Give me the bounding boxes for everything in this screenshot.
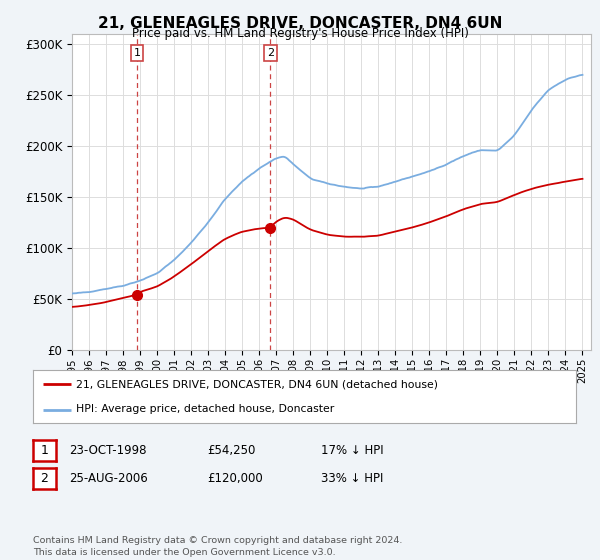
Text: 2: 2	[266, 48, 274, 58]
Text: 2: 2	[40, 472, 49, 486]
Text: HPI: Average price, detached house, Doncaster: HPI: Average price, detached house, Donc…	[76, 404, 335, 414]
Text: 25-AUG-2006: 25-AUG-2006	[69, 472, 148, 486]
Text: £120,000: £120,000	[207, 472, 263, 486]
Text: 1: 1	[133, 48, 140, 58]
Text: Contains HM Land Registry data © Crown copyright and database right 2024.
This d: Contains HM Land Registry data © Crown c…	[33, 536, 403, 557]
Text: 33% ↓ HPI: 33% ↓ HPI	[321, 472, 383, 486]
Text: 21, GLENEAGLES DRIVE, DONCASTER, DN4 6UN: 21, GLENEAGLES DRIVE, DONCASTER, DN4 6UN	[98, 16, 502, 31]
Text: 1: 1	[40, 444, 49, 458]
Text: 23-OCT-1998: 23-OCT-1998	[69, 444, 146, 458]
Text: 17% ↓ HPI: 17% ↓ HPI	[321, 444, 383, 458]
Text: 21, GLENEAGLES DRIVE, DONCASTER, DN4 6UN (detached house): 21, GLENEAGLES DRIVE, DONCASTER, DN4 6UN…	[76, 380, 439, 390]
Text: Price paid vs. HM Land Registry's House Price Index (HPI): Price paid vs. HM Land Registry's House …	[131, 27, 469, 40]
Text: £54,250: £54,250	[207, 444, 256, 458]
